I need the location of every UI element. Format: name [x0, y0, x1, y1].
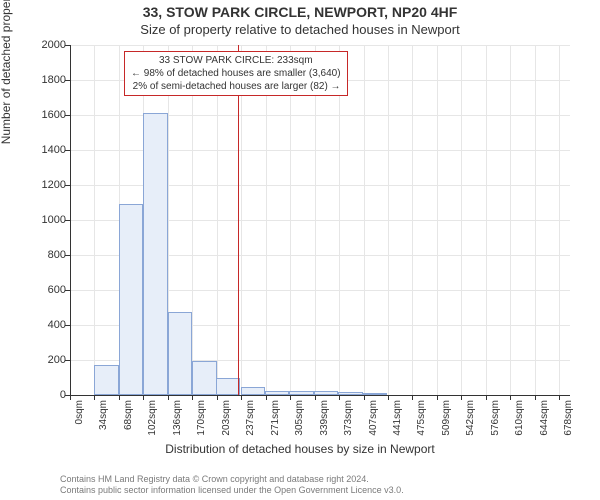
grid-line-v	[461, 45, 462, 395]
grid-line-v	[241, 45, 242, 395]
grid-line-v	[315, 45, 316, 395]
footer: Contains HM Land Registry data © Crown c…	[60, 474, 580, 497]
x-tick-label: 678sqm	[563, 400, 574, 450]
y-tick-label: 800	[16, 249, 66, 261]
chart-subtitle: Size of property relative to detached ho…	[0, 22, 600, 37]
y-tick-label: 1200	[16, 179, 66, 191]
y-tick-label: 200	[16, 354, 66, 366]
y-tick-label: 1000	[16, 214, 66, 226]
x-tick-label: 305sqm	[294, 400, 305, 450]
grid-line-v	[535, 45, 536, 395]
y-tick-label: 2000	[16, 39, 66, 51]
y-tick-label: 1600	[16, 109, 66, 121]
footer-line2: Contains public sector information licen…	[60, 485, 580, 496]
y-axis-label: Number of detached properties	[0, 0, 13, 144]
grid-line-v	[266, 45, 267, 395]
x-tick-label: 237sqm	[245, 400, 256, 450]
grid-line-v	[94, 45, 95, 395]
x-tick-label: 441sqm	[392, 400, 403, 450]
y-tick-label: 1800	[16, 74, 66, 86]
histogram-bar	[241, 387, 265, 395]
x-tick-label: 34sqm	[98, 400, 109, 450]
x-tick-label: 68sqm	[123, 400, 134, 450]
grid-line-v	[364, 45, 365, 395]
y-tick-label: 600	[16, 284, 66, 296]
histogram-bar	[119, 204, 143, 395]
grid-line-v	[510, 45, 511, 395]
chart-container: 33, STOW PARK CIRCLE, NEWPORT, NP20 4HF …	[0, 0, 600, 500]
annotation-line2: ← 98% of detached houses are smaller (3,…	[131, 67, 341, 80]
x-tick-label: 170sqm	[196, 400, 207, 450]
x-tick-label: 610sqm	[514, 400, 525, 450]
y-axis-line	[70, 45, 71, 395]
x-tick-label: 509sqm	[441, 400, 452, 450]
x-tick-label: 203sqm	[221, 400, 232, 450]
grid-line-h	[70, 45, 570, 46]
histogram-bar	[143, 113, 167, 395]
x-tick-label: 0sqm	[74, 400, 85, 450]
grid-line-v	[217, 45, 218, 395]
x-tick-label: 576sqm	[490, 400, 501, 450]
grid-line-v	[559, 45, 560, 395]
x-tick-label: 542sqm	[465, 400, 476, 450]
y-tick-label: 0	[16, 389, 66, 401]
grid-line-v	[339, 45, 340, 395]
grid-line-v	[437, 45, 438, 395]
grid-line-v	[192, 45, 193, 395]
histogram-bar	[168, 312, 192, 395]
grid-line-v	[388, 45, 389, 395]
histogram-bar	[192, 361, 216, 395]
x-axis-line	[70, 395, 570, 396]
x-tick-label: 102sqm	[147, 400, 158, 450]
x-tick-label: 475sqm	[416, 400, 427, 450]
x-tick-label: 644sqm	[539, 400, 550, 450]
footer-line1: Contains HM Land Registry data © Crown c…	[60, 474, 580, 485]
x-tick-label: 136sqm	[172, 400, 183, 450]
annotation-box: 33 STOW PARK CIRCLE: 233sqm ← 98% of det…	[124, 51, 348, 96]
reference-line	[238, 45, 239, 395]
x-tick-label: 373sqm	[343, 400, 354, 450]
y-tick-label: 1400	[16, 144, 66, 156]
x-tick-label: 271sqm	[270, 400, 281, 450]
plot-area	[70, 45, 570, 395]
annotation-line1: 33 STOW PARK CIRCLE: 233sqm	[131, 54, 341, 67]
x-tick-label: 339sqm	[319, 400, 330, 450]
y-tick-label: 400	[16, 319, 66, 331]
x-tick-label: 407sqm	[368, 400, 379, 450]
grid-line-v	[486, 45, 487, 395]
grid-line-v	[290, 45, 291, 395]
page-title: 33, STOW PARK CIRCLE, NEWPORT, NP20 4HF	[0, 4, 600, 20]
grid-line-v	[412, 45, 413, 395]
histogram-bar	[94, 365, 118, 395]
annotation-line3: 2% of semi-detached houses are larger (8…	[131, 80, 341, 93]
